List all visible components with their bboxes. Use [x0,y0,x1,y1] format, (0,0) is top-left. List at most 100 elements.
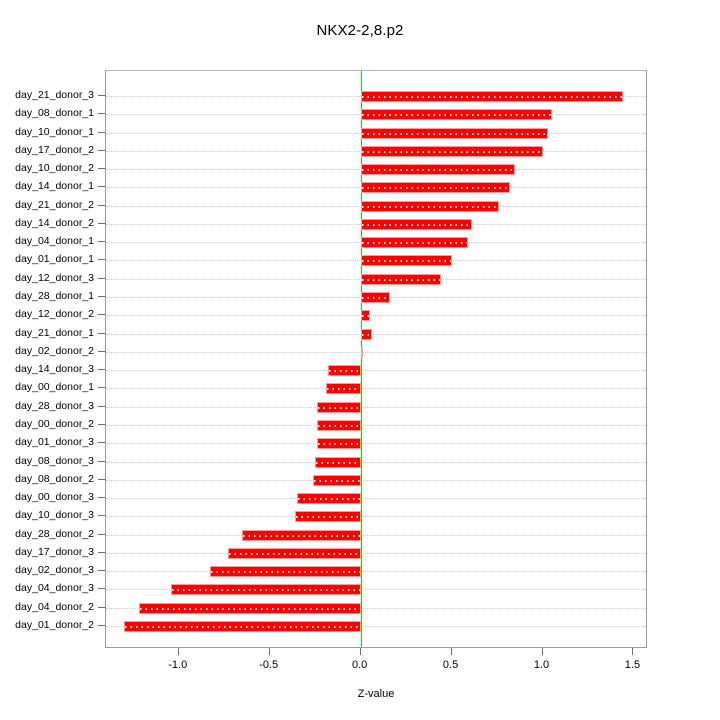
bar[interactable] [295,511,361,523]
y-tick-mark [98,497,105,499]
bar[interactable] [138,602,361,614]
bar[interactable] [360,310,370,322]
bar[interactable] [316,401,361,413]
x-tick-mark [632,648,634,655]
bar[interactable] [124,621,361,632]
gridline [106,406,646,409]
y-tick-label: day_12_donor_2 [15,308,94,321]
x-tick-label: 0.0 [351,659,368,671]
gridline [106,516,646,518]
y-tick-mark [98,423,105,425]
y-tick-label: day_02_donor_2 [15,344,94,357]
y-tick-mark [98,442,105,444]
y-tick-mark [98,478,105,480]
bar[interactable] [242,529,361,541]
bar[interactable] [360,127,548,139]
bar[interactable] [316,438,361,450]
gridline [106,370,646,372]
x-tick-label: -0.5 [259,659,279,671]
y-tick-label: day_10_donor_1 [15,125,94,138]
y-tick-label: day_14_donor_3 [15,363,94,376]
gridline [106,498,646,500]
bar[interactable] [296,493,361,505]
y-tick-label: day_21_donor_2 [15,198,94,211]
y-tick-label: day_10_donor_3 [15,509,94,522]
bar[interactable] [360,109,552,121]
y-tick-label: day_12_donor_3 [15,271,94,284]
zero-reference-line [360,71,363,647]
y-tick-mark [98,533,105,535]
gridline [106,315,646,317]
x-tick-mark [359,648,361,655]
x-tick-mark [450,648,452,655]
gridline [106,571,646,573]
y-tick-label: day_14_donor_1 [15,180,94,193]
plot-inner [106,71,646,647]
x-tick-mark [268,648,270,655]
bar[interactable] [360,145,543,157]
y-tick-mark [98,588,105,590]
y-tick-mark [98,222,105,224]
y-tick-mark [98,369,105,371]
gridline [106,424,646,427]
y-tick-label: day_01_donor_1 [15,253,94,266]
y-tick-label: day_04_donor_2 [15,600,94,613]
y-tick-mark [98,296,105,298]
bar[interactable] [360,218,472,230]
bar[interactable] [360,200,499,212]
gridline [106,443,646,445]
y-tick-label: day_28_donor_2 [15,527,94,540]
y-tick-label: day_28_donor_3 [15,399,94,412]
bar[interactable] [227,547,361,559]
bar[interactable] [360,273,441,285]
bar[interactable] [316,419,361,431]
gridline [106,461,646,464]
bar[interactable] [171,584,361,596]
bar[interactable] [360,237,468,249]
y-tick-mark [98,625,105,626]
chart-title: NKX2-2,8.p2 [316,22,404,39]
y-tick-mark [98,131,105,133]
bar[interactable] [360,255,452,267]
y-tick-label: day_14_donor_2 [15,216,94,229]
y-tick-label: day_00_donor_2 [15,417,94,430]
y-tick-mark [98,515,105,517]
y-tick-label: day_04_donor_3 [15,582,94,595]
bar[interactable] [360,328,372,340]
gridline [106,351,646,354]
y-tick-label: day_01_donor_3 [15,436,94,449]
x-tick-mark [177,648,179,655]
bar[interactable] [326,383,361,395]
y-tick-label: day_21_donor_3 [15,89,94,101]
y-tick-mark [98,95,105,96]
y-tick-mark [98,350,105,352]
bar[interactable] [360,164,516,176]
bar[interactable] [313,474,361,486]
gridline [106,626,646,628]
bar[interactable] [360,91,623,102]
y-tick-label: day_00_donor_3 [15,491,94,504]
bar[interactable] [360,182,510,194]
bar[interactable] [360,292,390,304]
y-tick-mark [98,168,105,170]
gridline [106,534,646,537]
gridline [106,607,646,610]
bar[interactable] [209,566,361,578]
bar[interactable] [327,365,361,377]
y-tick-label: day_01_donor_2 [15,619,94,631]
x-tick-label: -1.0 [168,659,188,671]
y-tick-mark [98,460,105,462]
y-tick-label: day_00_donor_1 [15,381,94,394]
y-tick-mark [98,332,105,334]
x-tick-mark [541,648,543,655]
bar[interactable] [315,456,361,468]
x-tick-label: 0.5 [442,659,459,671]
y-tick-mark [98,405,105,407]
bar[interactable] [360,346,363,358]
y-tick-mark [98,570,105,572]
plot-area [105,70,647,648]
y-tick-label: day_02_donor_3 [15,564,94,577]
y-tick-label: day_08_donor_2 [15,472,94,485]
y-tick-label: day_08_donor_1 [15,107,94,120]
